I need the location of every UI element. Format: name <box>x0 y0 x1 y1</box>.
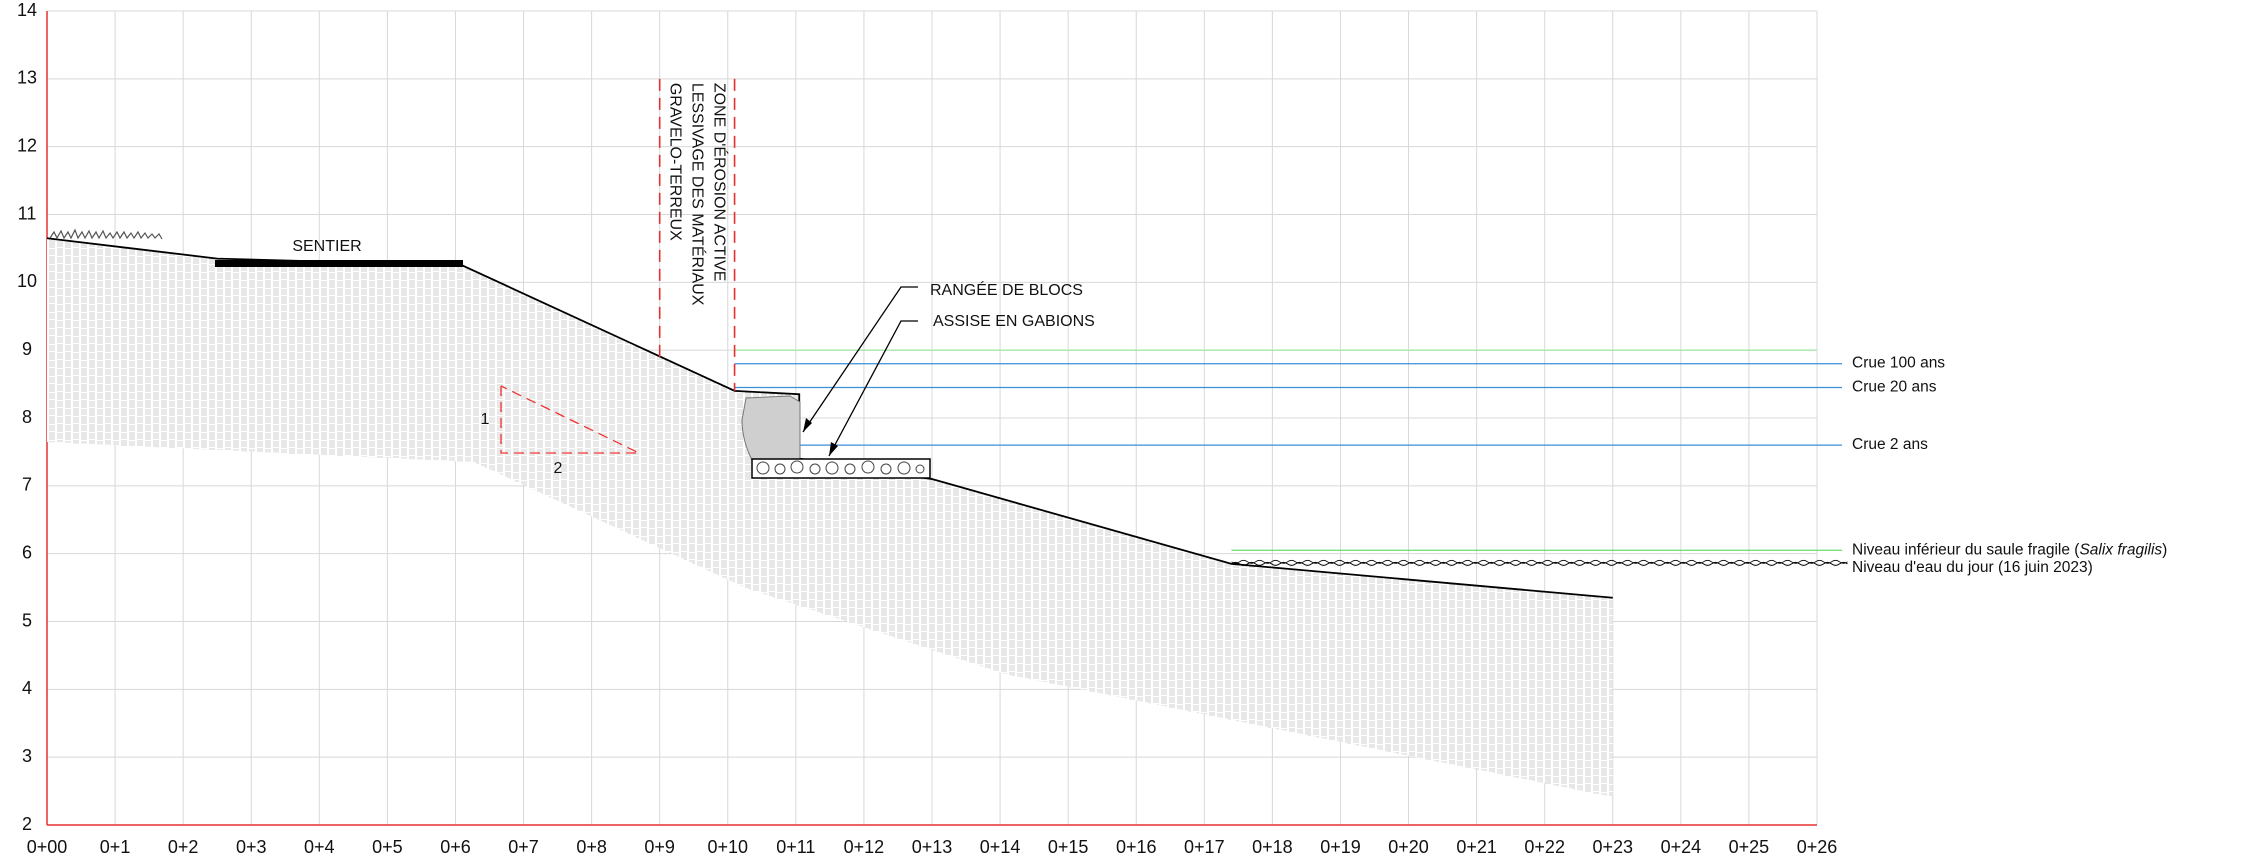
x-tick-label: 0+17 <box>1184 837 1225 857</box>
y-tick-label: 14 <box>17 0 37 20</box>
y-tick-label: 9 <box>22 339 32 359</box>
x-tick-label: 0+4 <box>304 837 335 857</box>
x-tick-label: 0+8 <box>576 837 607 857</box>
level-label: Niveau d'eau du jour (16 juin 2023) <box>1852 559 2093 576</box>
x-tick-label: 0+26 <box>1797 837 1838 857</box>
x-tick-label: 0+22 <box>1524 837 1565 857</box>
y-tick-label: 2 <box>22 814 32 834</box>
x-tick-label: 0+11 <box>776 837 815 857</box>
x-tick-label: 0+3 <box>236 837 267 857</box>
leader-line <box>829 321 918 456</box>
y-tick-label: 13 <box>17 68 37 88</box>
level-label: Crue 100 ans <box>1852 355 1945 372</box>
path-label: SENTIER <box>292 238 361 255</box>
x-tick-label: 0+18 <box>1252 837 1293 857</box>
x-tick-label: 0+19 <box>1320 837 1361 857</box>
x-tick-label: 0+9 <box>644 837 675 857</box>
y-tick-label: 4 <box>22 678 32 698</box>
y-tick-label: 12 <box>17 135 37 155</box>
x-tick-label: 0+10 <box>707 837 748 857</box>
x-tick-label: 0+5 <box>372 837 403 857</box>
x-tick-label: 0+00 <box>27 837 68 857</box>
level-label-part: Crue 2 ans <box>1852 436 1928 453</box>
level-label: Crue 2 ans <box>1852 436 1928 453</box>
water-level <box>1232 562 1848 565</box>
path-surface <box>215 260 463 267</box>
x-tick-label: 0+21 <box>1456 837 1497 857</box>
y-tick-label: 7 <box>22 475 32 495</box>
x-tick-label: 0+24 <box>1661 837 1702 857</box>
x-tick-label: 0+13 <box>912 837 953 857</box>
level-label-part: Niveau d'eau du jour (16 juin 2023) <box>1852 559 2093 576</box>
level-label: Niveau inférieur du saule fragile (Salix… <box>1852 541 2167 558</box>
x-tick-label: 0+14 <box>980 837 1021 857</box>
x-tick-label: 0+2 <box>168 837 199 857</box>
y-tick-label: 11 <box>18 203 37 223</box>
x-tick-label: 0+15 <box>1048 837 1089 857</box>
y-tick-label: 6 <box>22 542 32 562</box>
x-tick-label: 0+7 <box>508 837 539 857</box>
x-tick-label: 0+25 <box>1729 837 1770 857</box>
erosion-label: GRAVELO-TERREUX <box>666 83 683 241</box>
y-tick-label: 8 <box>22 407 32 427</box>
level-label-part: Crue 20 ans <box>1852 379 1937 396</box>
y-tick-label: 3 <box>22 746 32 766</box>
chart: RANGÉE DE BLOCS ASSISE EN GABIONS SENTIE… <box>0 0 2250 862</box>
arrow-head <box>829 442 838 456</box>
level-label-part: Salix fragilis <box>2079 541 2162 558</box>
leader-line <box>803 287 918 432</box>
rock-block <box>742 396 800 460</box>
grass <box>50 230 162 239</box>
level-label: Crue 20 ans <box>1852 379 1937 396</box>
level-label-part: Niveau inférieur du saule fragile ( <box>1852 541 2080 558</box>
x-tick-label: 0+12 <box>844 837 885 857</box>
gabions-label: ASSISE EN GABIONS <box>933 313 1095 330</box>
x-tick-label: 0+20 <box>1388 837 1429 857</box>
x-tick-label: 0+16 <box>1116 837 1157 857</box>
level-label-part: Crue 100 ans <box>1852 355 1945 372</box>
slope-run: 2 <box>554 460 563 477</box>
level-label-part: ) <box>2162 541 2167 558</box>
slope-rise: 1 <box>481 411 490 428</box>
x-tick-label: 0+1 <box>100 837 131 857</box>
erosion-label: LESSIVAGE DES MATÉRIAUX <box>688 83 707 306</box>
erosion-label: ZONE D'ÉROSION ACTIVE <box>710 83 729 282</box>
x-tick-label: 0+23 <box>1592 837 1633 857</box>
y-tick-label: 5 <box>22 610 32 630</box>
y-tick-label: 10 <box>17 271 37 291</box>
soil-fill <box>47 238 1613 797</box>
x-tick-label: 0+6 <box>440 837 471 857</box>
blocks-label: RANGÉE DE BLOCS <box>930 280 1083 299</box>
